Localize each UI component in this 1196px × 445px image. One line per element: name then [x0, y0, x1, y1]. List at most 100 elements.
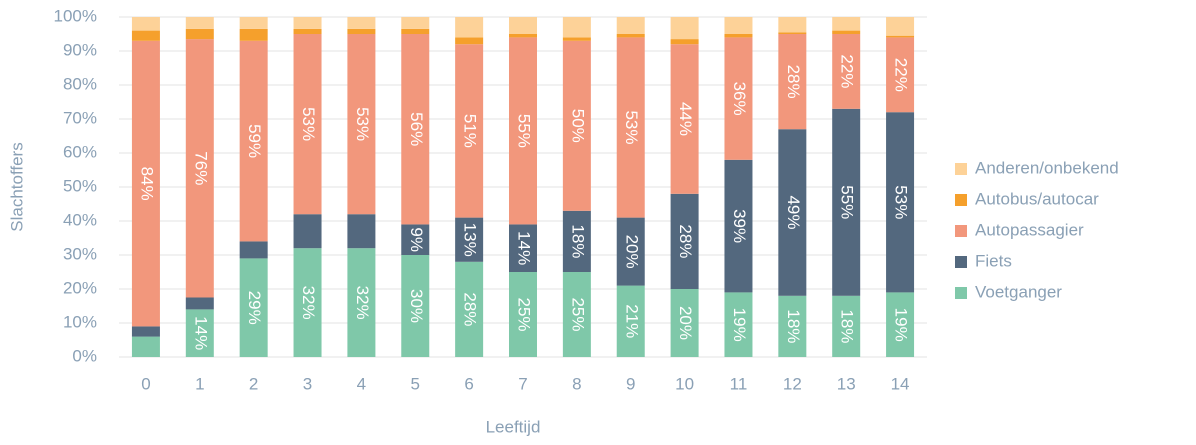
bar-segment — [778, 17, 807, 33]
legend-swatch — [955, 163, 967, 175]
bar-segment — [616, 285, 645, 357]
legend-swatch — [955, 225, 967, 237]
y-tick-label: 100% — [54, 6, 97, 25]
bar-segment — [239, 17, 268, 29]
bar-segment — [239, 258, 268, 357]
bar-segment — [670, 289, 699, 357]
x-tick-label: 3 — [303, 374, 312, 393]
x-tick-label: 5 — [411, 374, 420, 393]
y-tick-label: 30% — [63, 244, 97, 263]
x-tick-label: 1 — [195, 374, 204, 393]
bar-segment — [185, 28, 214, 40]
bar-segment — [347, 28, 376, 34]
legend-label: Autobus/autocar — [975, 189, 1099, 208]
data-label: 9% — [407, 227, 426, 252]
bar-segment — [509, 37, 537, 225]
bar-segment — [347, 17, 376, 29]
bar-segment — [401, 255, 430, 357]
bar-segment — [832, 34, 861, 109]
y-tick-label: 10% — [63, 312, 97, 331]
data-label: 22% — [892, 58, 911, 92]
legend-label: Voetganger — [975, 282, 1062, 301]
bar-segment — [347, 248, 376, 357]
data-label: 56% — [407, 112, 426, 146]
legend-label: Fiets — [975, 251, 1012, 270]
data-label: 51% — [461, 114, 480, 148]
legend-label: Autopassagier — [975, 220, 1084, 239]
data-label: 55% — [515, 114, 534, 148]
bar-segment — [886, 37, 915, 113]
bar-segment — [778, 295, 807, 357]
x-tick-label: 11 — [730, 374, 748, 393]
x-tick-label: 10 — [675, 374, 694, 393]
bar-segment — [185, 17, 214, 29]
bar-segment — [401, 17, 430, 29]
x-axis-title: Leeftijd — [486, 417, 541, 436]
bar-segment — [401, 28, 430, 34]
legend-label: Anderen/onbekend — [975, 158, 1119, 177]
bar-segment — [347, 34, 376, 215]
bar-segment — [562, 37, 591, 41]
bar-segment — [239, 241, 268, 259]
y-tick-label: 40% — [63, 210, 97, 229]
bar-segment — [724, 292, 753, 357]
data-label: 30% — [407, 289, 426, 323]
data-label: 19% — [892, 308, 911, 342]
bar-segment — [832, 108, 861, 296]
y-axis-title: Slachtoffers — [7, 142, 26, 231]
bar-segment — [832, 295, 861, 357]
bar-segment — [616, 37, 645, 218]
bar-segment — [131, 17, 160, 31]
bar-segment — [616, 217, 645, 286]
data-label: 20% — [676, 306, 695, 340]
bar-segment — [562, 40, 591, 211]
data-label: 21% — [622, 304, 641, 338]
y-tick-label: 0% — [72, 346, 97, 365]
bar-segment — [239, 28, 268, 41]
data-label: 14% — [191, 316, 210, 350]
bar-segment — [724, 17, 753, 34]
y-tick-label: 90% — [63, 40, 97, 59]
bar-segment — [455, 17, 484, 38]
data-label: 76% — [191, 151, 210, 185]
data-label: 29% — [245, 291, 264, 325]
bar-segment — [724, 37, 753, 160]
data-label: 44% — [676, 102, 695, 136]
bar-segment — [185, 309, 214, 357]
bar-segment — [131, 326, 160, 337]
bar-segment — [455, 44, 484, 218]
data-label: 18% — [838, 309, 857, 343]
data-label: 18% — [784, 309, 803, 343]
bar-segment — [509, 17, 537, 34]
y-tick-label: 50% — [63, 176, 97, 195]
y-tick-label: 70% — [63, 108, 97, 127]
bar-segment — [724, 34, 753, 38]
bar-segment — [131, 336, 160, 357]
bar-segment — [509, 34, 537, 38]
data-label: 36% — [730, 82, 749, 116]
bar-segment — [131, 30, 160, 41]
bar-segment — [562, 272, 591, 357]
bar-segment — [401, 224, 430, 255]
data-label: 59% — [245, 124, 264, 158]
data-label: 19% — [730, 308, 749, 342]
data-label: 53% — [353, 107, 372, 141]
data-label: 55% — [838, 185, 857, 219]
bar-segment — [724, 159, 753, 293]
data-label: 25% — [515, 297, 534, 331]
bar-segment — [293, 17, 322, 29]
bar-segment — [616, 17, 645, 34]
legend-swatch — [955, 194, 967, 206]
bar-segment — [455, 217, 484, 262]
data-label: 53% — [622, 110, 641, 144]
x-tick-label: 7 — [518, 374, 527, 393]
legend-swatch — [955, 287, 967, 299]
y-tick-label: 80% — [63, 74, 97, 93]
data-label: 25% — [568, 297, 587, 331]
bar-segment — [185, 297, 214, 310]
x-tick-label: 13 — [837, 374, 856, 393]
bar-segment — [562, 17, 591, 38]
bar-segment — [886, 17, 915, 36]
data-label: 84% — [137, 167, 156, 201]
